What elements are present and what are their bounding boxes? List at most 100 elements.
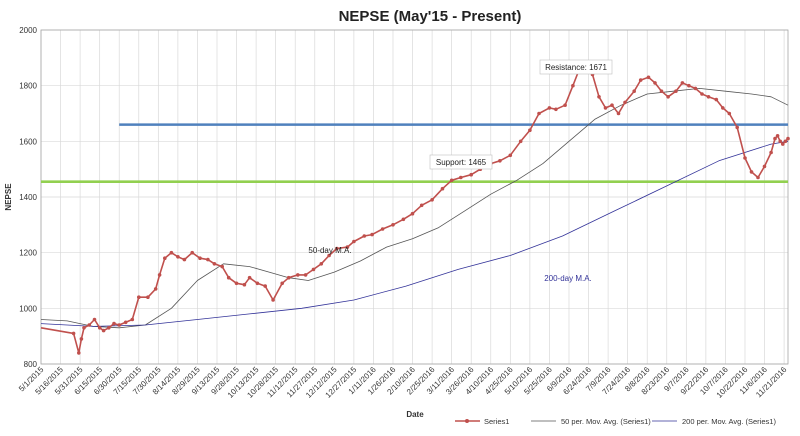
- annotation-200ma: 200-day M.A.: [544, 274, 592, 283]
- series1-point: [597, 95, 601, 99]
- series1-point: [419, 203, 424, 208]
- series1-point: [286, 275, 291, 280]
- series1-point: [554, 107, 558, 112]
- y-tick-label: 1600: [19, 137, 37, 146]
- series1-point: [563, 103, 567, 107]
- series1-point: [198, 256, 202, 261]
- series1-point: [653, 81, 657, 85]
- series1-point: [687, 83, 691, 88]
- annotation-support: Support: 1465: [429, 154, 493, 170]
- series1-point: [610, 103, 614, 107]
- series1-point: [623, 100, 627, 105]
- annotation-50ma: 50-day M.A.: [308, 246, 351, 255]
- series1-point: [190, 250, 194, 255]
- series1-point: [571, 83, 575, 88]
- series1-point: [303, 273, 308, 277]
- series1-point: [680, 81, 685, 85]
- series1-point: [271, 298, 275, 302]
- series1-point: [82, 326, 86, 330]
- series1-point: [749, 170, 754, 174]
- series1-point: [206, 257, 210, 262]
- legend-ma50-label: 50 per. Mov. Avg. (Series1): [561, 417, 651, 426]
- series1-point: [311, 267, 316, 272]
- series1-point: [345, 245, 350, 249]
- series1-point: [781, 142, 785, 146]
- series1-point: [247, 275, 252, 280]
- series1-point: [157, 273, 162, 277]
- legend-ma200-label: 200 per. Mov. Avg. (Series1): [682, 417, 776, 426]
- y-tick-label: 2000: [19, 26, 37, 35]
- series1-point: [97, 326, 102, 330]
- annotation-support-box: [429, 154, 493, 170]
- annotation-resistance-box: [539, 59, 613, 75]
- series1-point: [352, 239, 356, 244]
- series1-point: [666, 95, 670, 99]
- chart-title: NEPSE (May'15 - Present): [339, 8, 522, 25]
- series1-point: [778, 139, 782, 144]
- series1-point: [693, 86, 698, 91]
- series1-point: [547, 106, 552, 110]
- series1-point: [130, 317, 135, 322]
- series1-point: [146, 295, 150, 300]
- series1-point: [137, 295, 141, 300]
- series1-point: [537, 111, 541, 116]
- legend: Series1 50 per. Mov. Avg. (Series1) 200 …: [455, 417, 776, 426]
- series1-point: [335, 246, 339, 251]
- y-tick-label: 1800: [19, 82, 37, 91]
- ma50-line: [40, 88, 789, 329]
- y-axis-ticks: 800 1000 1200 1400 1600 1800 2000: [19, 26, 37, 369]
- series1-point: [616, 111, 621, 116]
- series1-point: [498, 159, 502, 163]
- series1-point: [92, 317, 97, 322]
- y-axis-label: NEPSE: [4, 183, 13, 211]
- series1-point: [706, 95, 711, 99]
- y-tick-label: 1400: [19, 193, 37, 202]
- y-tick-label: 800: [24, 360, 38, 369]
- series1-point: [296, 273, 300, 277]
- series1-point: [176, 254, 180, 259]
- annotation-support-text: Support: 1465: [436, 158, 487, 167]
- series1-point: [263, 284, 268, 288]
- series1-point: [638, 78, 643, 82]
- series1-point: [391, 223, 395, 227]
- legend-series1-marker: [465, 419, 469, 423]
- series1-point: [123, 320, 128, 325]
- ma200-line: [40, 140, 789, 327]
- series1-point: [756, 175, 760, 180]
- series1-point: [117, 323, 121, 327]
- series1-point: [646, 75, 651, 80]
- annotation-resistance: Resistance: 1671: [539, 59, 613, 75]
- series1-point: [449, 178, 454, 183]
- y-tick-label: 1200: [19, 249, 37, 258]
- series1-point: [226, 275, 231, 280]
- series1-point: [714, 97, 719, 102]
- series1-point: [459, 175, 463, 180]
- series1-point: [440, 186, 445, 191]
- series1-point: [370, 232, 374, 237]
- series1-point: [674, 89, 678, 93]
- series1-point: [79, 337, 84, 341]
- series1-point: [721, 106, 725, 110]
- series1-point: [469, 172, 474, 177]
- series1-point: [107, 326, 111, 330]
- series1-point: [786, 136, 790, 141]
- series1-point: [255, 281, 260, 286]
- series1-point: [71, 331, 76, 336]
- series1-point: [163, 256, 167, 261]
- series1-point: [212, 262, 217, 266]
- series1-point: [762, 164, 767, 169]
- series1-point: [401, 217, 406, 222]
- series1-point: [87, 323, 91, 327]
- series1-point: [528, 128, 532, 132]
- series1-point: [153, 287, 158, 291]
- series1-point: [234, 281, 239, 286]
- series1-point: [319, 262, 324, 266]
- y-tick-label: 1000: [19, 304, 37, 313]
- series1-point: [77, 351, 81, 355]
- annotation-resistance-text: Resistance: 1671: [545, 63, 607, 72]
- series1-point: [410, 211, 415, 216]
- series1-point: [518, 139, 523, 144]
- series1-point: [775, 134, 780, 138]
- series1-point: [700, 92, 704, 96]
